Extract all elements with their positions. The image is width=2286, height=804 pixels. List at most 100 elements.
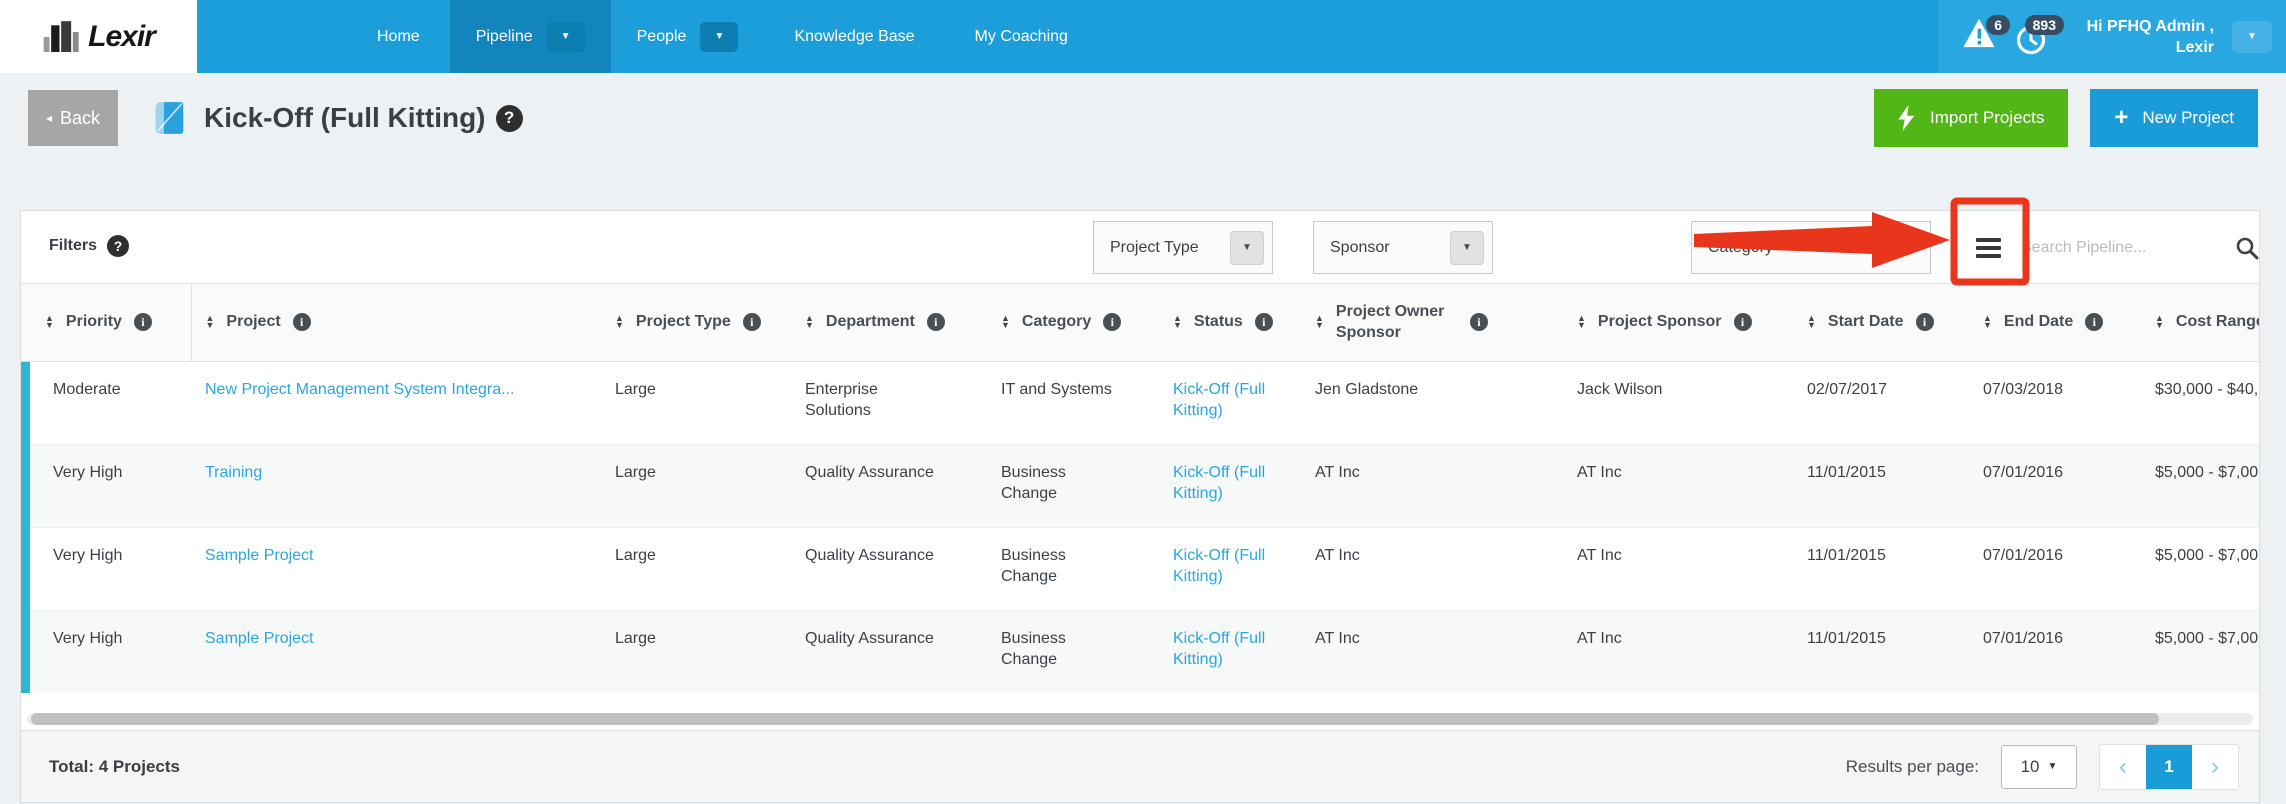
project-link[interactable]: Training	[205, 463, 263, 481]
search-icon[interactable]	[2235, 236, 2259, 260]
info-icon[interactable]: i	[1915, 313, 1934, 332]
cell-start-date: 11/01/2015	[1793, 443, 1969, 527]
cell-project: Sample Project	[191, 526, 601, 610]
cell-start-date: 11/01/2015	[1793, 609, 1969, 693]
nav-item-people[interactable]: People ▼	[611, 0, 765, 73]
status-link[interactable]: Kick-Off (Full Kitting)	[1173, 546, 1266, 585]
app-logo[interactable]: Lexir	[0, 0, 197, 73]
info-icon[interactable]: i	[926, 313, 945, 332]
alerts-button[interactable]: 6	[1962, 14, 2010, 57]
people-caret-button[interactable]: ▼	[700, 21, 739, 52]
sort-icon[interactable]: ▲ ▼	[1807, 313, 1816, 331]
sort-icon[interactable]: ▲ ▼	[1577, 313, 1586, 331]
sort-icon[interactable]: ▲ ▼	[1983, 313, 1992, 331]
horizontal-scrollbar[interactable]	[27, 713, 2253, 725]
next-page-button[interactable]: ›	[2192, 744, 2238, 789]
lightning-icon	[1898, 105, 1915, 131]
cell-project-sponsor: AT Inc	[1563, 609, 1793, 693]
cell-project-owner-sponsor: Jen Gladstone	[1301, 360, 1563, 444]
cell-category: Business Change	[987, 609, 1159, 693]
cell-start-date: 11/01/2015	[1793, 526, 1969, 610]
cell-cost-range: $5,000 - $7,00	[2141, 443, 2259, 527]
sort-icon[interactable]: ▲ ▼	[1001, 313, 1010, 331]
nav-item-pipeline-label[interactable]: Pipeline	[475, 27, 533, 45]
project-type-filter-dropdown[interactable]: Project Type ▼	[1093, 221, 1273, 274]
project-link[interactable]: New Project Management System Integra...	[205, 380, 515, 398]
logo-buildings-icon	[43, 20, 79, 52]
back-button[interactable]: ◂ Back	[28, 90, 118, 146]
table-row: Moderate New Project Management System I…	[21, 360, 2259, 444]
cell-project-sponsor: AT Inc	[1563, 443, 1793, 527]
cell-priority: Very High	[21, 609, 191, 693]
nav-item-people-label[interactable]: People	[636, 27, 687, 45]
cell-end-date: 07/01/2016	[1969, 609, 2141, 693]
table-row: Very High Sample Project Large Quality A…	[21, 609, 2259, 693]
top-navbar: Lexir Home Pipeline ▼ People ▼ Knowledge…	[0, 0, 2286, 73]
nav-item-home[interactable]: Home	[377, 27, 420, 45]
col-header-priority: ▲ ▼ Priority i	[21, 284, 192, 362]
scrollbar-thumb[interactable]	[31, 713, 2159, 725]
filters-help-icon[interactable]: ?	[107, 235, 130, 257]
caret-down-icon[interactable]: ▼	[1450, 230, 1484, 265]
pagination: ‹ 1 ›	[2099, 743, 2239, 790]
sort-icon[interactable]: ▲ ▼	[45, 313, 54, 331]
results-per-page-select[interactable]: 10 ▼	[2001, 744, 2077, 789]
header-actions: Import Projects + New Project	[1874, 89, 2258, 147]
status-link[interactable]: Kick-Off (Full Kitting)	[1173, 380, 1266, 419]
page-title: Kick-Off (Full Kitting)	[204, 102, 486, 133]
col-header-project-owner-sponsor: ▲ ▼ Project Owner Sponsor i	[1301, 284, 1563, 362]
caret-down-icon: ▼	[2247, 31, 2257, 42]
sort-icon[interactable]: ▲ ▼	[615, 313, 624, 331]
back-label: Back	[60, 107, 101, 128]
prev-page-button[interactable]: ‹	[2100, 744, 2146, 789]
col-header-end-date: ▲ ▼ End Date i	[1969, 284, 2141, 362]
page-1-button[interactable]: 1	[2146, 744, 2192, 789]
title-help-icon[interactable]: ?	[495, 104, 523, 132]
sort-icon[interactable]: ▲ ▼	[205, 313, 215, 331]
new-project-button[interactable]: + New Project	[2090, 89, 2258, 147]
caret-down-icon: ▼	[2047, 761, 2058, 772]
search-input[interactable]	[2021, 239, 2235, 257]
info-icon[interactable]: i	[1469, 313, 1488, 332]
sponsor-filter-dropdown[interactable]: Sponsor ▼	[1313, 221, 1493, 274]
cell-category: Business Change	[987, 526, 1159, 610]
import-projects-button[interactable]: Import Projects	[1874, 89, 2069, 147]
project-link[interactable]: Sample Project	[205, 546, 314, 564]
info-icon[interactable]: i	[133, 313, 152, 332]
info-icon[interactable]: i	[742, 313, 761, 332]
sort-icon[interactable]: ▲ ▼	[2155, 313, 2164, 331]
sort-icon[interactable]: ▲ ▼	[1315, 313, 1324, 331]
project-link[interactable]: Sample Project	[205, 629, 314, 647]
status-link[interactable]: Kick-Off (Full Kitting)	[1173, 463, 1266, 502]
caret-down-icon[interactable]: ▼	[1230, 230, 1264, 265]
info-icon[interactable]: i	[292, 313, 311, 332]
cell-priority: Very High	[21, 443, 191, 527]
new-project-label: New Project	[2142, 108, 2234, 127]
column-settings-hamburger-button[interactable]	[1965, 227, 2011, 269]
sort-icon[interactable]: ▲ ▼	[805, 313, 814, 331]
info-icon[interactable]: i	[1733, 313, 1752, 332]
cell-priority: Moderate	[21, 360, 191, 444]
cell-project-type: Large	[601, 609, 791, 693]
pipeline-caret-button[interactable]: ▼	[546, 21, 585, 52]
user-greeting[interactable]: Hi PFHQ Admin , Lexir	[2086, 17, 2214, 56]
sort-icon[interactable]: ▲ ▼	[1173, 313, 1182, 331]
cell-status: Kick-Off (Full Kitting)	[1159, 526, 1301, 610]
row-accent-bar	[21, 362, 30, 693]
info-icon[interactable]: i	[2085, 313, 2104, 332]
info-icon[interactable]: i	[1254, 313, 1273, 332]
nav-item-pipeline[interactable]: Pipeline ▼	[449, 0, 611, 73]
cell-priority: Very High	[21, 526, 191, 610]
col-header-department: ▲ ▼ Department i	[791, 284, 987, 362]
cell-department: Enterprise Solutions	[791, 360, 987, 444]
nav-item-knowledge-base[interactable]: Knowledge Base	[794, 27, 915, 45]
info-icon[interactable]: i	[1103, 313, 1122, 332]
nav-item-my-coaching[interactable]: My Coaching	[974, 27, 1068, 45]
cell-status: Kick-Off (Full Kitting)	[1159, 360, 1301, 444]
status-link[interactable]: Kick-Off (Full Kitting)	[1173, 629, 1266, 668]
messages-button[interactable]: 893	[2016, 14, 2064, 57]
category-filter-dropdown[interactable]: Category	[1691, 221, 1931, 274]
pipeline-card: Filters ? Project Type ▼ Sponsor ▼ Categ…	[20, 210, 2260, 803]
user-menu-caret-button[interactable]: ▼	[2232, 20, 2272, 53]
